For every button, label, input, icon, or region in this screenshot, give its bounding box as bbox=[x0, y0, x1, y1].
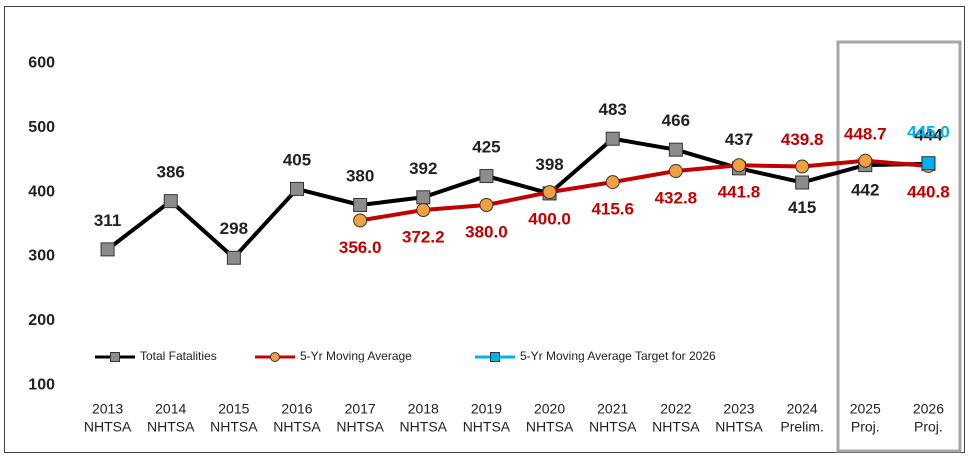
data-label: 415.6 bbox=[591, 200, 634, 219]
data-label: 445.0 bbox=[907, 123, 950, 142]
point bbox=[542, 185, 557, 200]
data-label: 444 bbox=[914, 125, 943, 144]
point bbox=[100, 242, 115, 257]
x-tick-label: 2021 bbox=[597, 401, 628, 417]
x-tick-label: NHTSA bbox=[400, 419, 448, 435]
point bbox=[479, 169, 494, 184]
x-tick-label: 2015 bbox=[218, 401, 249, 417]
x-tick-label: Proj. bbox=[914, 419, 943, 435]
legend-label: 5-Yr Moving Average bbox=[300, 349, 412, 363]
x-tick-label: 2026 bbox=[913, 401, 944, 417]
legend-marker bbox=[490, 352, 500, 362]
data-label: 380 bbox=[346, 166, 374, 185]
point bbox=[416, 190, 431, 205]
point bbox=[921, 156, 936, 171]
data-label: 437 bbox=[725, 130, 753, 149]
data-label: 398 bbox=[535, 155, 563, 174]
y-tick-label: 600 bbox=[28, 55, 55, 72]
point bbox=[290, 181, 304, 196]
y-tick-label: 400 bbox=[28, 183, 55, 200]
data-label: 380.0 bbox=[465, 222, 508, 241]
x-tick-label: 2013 bbox=[92, 401, 123, 417]
data-label: 372.2 bbox=[402, 228, 445, 247]
data-label: 356.0 bbox=[339, 238, 382, 257]
data-label: 392 bbox=[409, 159, 437, 178]
x-tick-label: 2016 bbox=[281, 401, 312, 417]
data-label: 405 bbox=[283, 150, 311, 169]
x-tick-label: 2018 bbox=[408, 401, 439, 417]
data-label: 432.8 bbox=[655, 189, 698, 208]
x-tick-label: NHTSA bbox=[147, 419, 195, 435]
x-tick-label: 2014 bbox=[155, 401, 186, 417]
point bbox=[668, 142, 683, 157]
data-label: 448.7 bbox=[844, 124, 887, 143]
x-tick-label: NHTSA bbox=[715, 419, 763, 435]
y-tick-label: 100 bbox=[28, 376, 55, 393]
legend-label: Total Fatalities bbox=[140, 349, 217, 363]
data-label: 483 bbox=[599, 100, 627, 119]
point bbox=[163, 194, 178, 209]
point bbox=[353, 213, 368, 228]
point bbox=[353, 198, 368, 212]
x-tick-label: 2023 bbox=[723, 401, 754, 417]
y-tick-label: 300 bbox=[28, 248, 55, 265]
data-label: 466 bbox=[662, 111, 690, 130]
data-label: 311 bbox=[94, 211, 121, 230]
y-tick-label: 200 bbox=[28, 312, 55, 329]
point bbox=[795, 175, 810, 190]
x-tick-label: NHTSA bbox=[84, 419, 132, 435]
x-tick-label: 2017 bbox=[345, 401, 376, 417]
y-tick-label: 500 bbox=[28, 119, 55, 136]
x-tick-label: NHTSA bbox=[210, 419, 258, 435]
x-tick-label: Proj. bbox=[851, 419, 880, 435]
data-label: 442 bbox=[851, 181, 879, 200]
x-tick-label: 2020 bbox=[534, 401, 565, 417]
x-tick-label: NHTSA bbox=[463, 419, 511, 435]
x-tick-label: NHTSA bbox=[589, 419, 637, 435]
legend-marker bbox=[110, 352, 120, 362]
x-tick-label: 2025 bbox=[850, 401, 881, 417]
legend-label: 5-Yr Moving Average Target for 2026 bbox=[520, 349, 716, 363]
point bbox=[605, 175, 620, 190]
data-label: 298 bbox=[220, 219, 248, 238]
series-line bbox=[106, 136, 929, 260]
point bbox=[479, 198, 494, 212]
x-tick-label: 2024 bbox=[787, 401, 818, 417]
x-tick-label: NHTSA bbox=[526, 419, 574, 435]
data-label: 415 bbox=[788, 198, 816, 217]
data-label: 400.0 bbox=[528, 210, 571, 229]
point bbox=[668, 164, 683, 179]
point bbox=[605, 131, 620, 146]
legend-marker bbox=[270, 352, 280, 362]
x-tick-label: Prelim. bbox=[780, 419, 824, 435]
x-tick-label: NHTSA bbox=[336, 419, 384, 435]
point bbox=[732, 158, 746, 173]
series-line bbox=[359, 158, 929, 223]
chart-frame bbox=[4, 6, 965, 453]
x-tick-label: 2019 bbox=[471, 401, 502, 417]
data-label: 386 bbox=[157, 163, 185, 182]
data-label: 439.8 bbox=[781, 130, 824, 149]
x-tick-label: NHTSA bbox=[273, 419, 321, 435]
point bbox=[795, 159, 810, 174]
x-tick-label: NHTSA bbox=[652, 419, 700, 435]
data-label: 440.8 bbox=[907, 182, 950, 201]
data-label: 441.8 bbox=[718, 183, 761, 202]
point bbox=[226, 250, 241, 265]
point bbox=[416, 203, 431, 218]
data-label: 425 bbox=[472, 138, 500, 157]
x-tick-label: 2022 bbox=[660, 401, 691, 417]
point bbox=[858, 153, 873, 168]
projection-box bbox=[836, 40, 962, 453]
